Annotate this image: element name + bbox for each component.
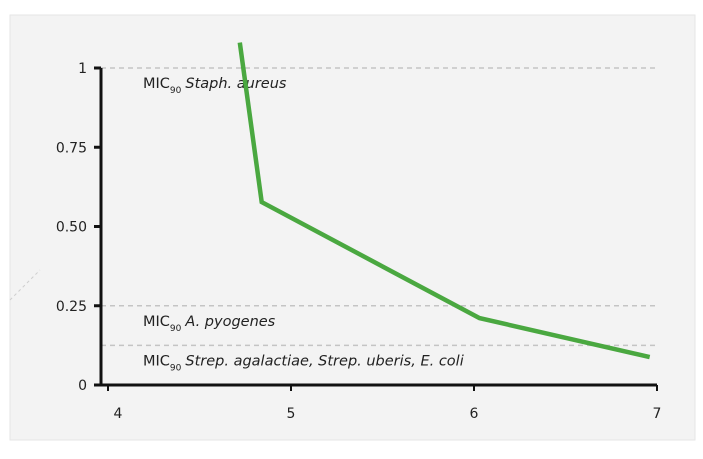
reference-label: MIC90 A. pyogenes: [143, 314, 276, 334]
label-text: MIC: [143, 76, 170, 92]
label-subscript: 90: [170, 363, 182, 373]
x-tick-label: 7: [653, 406, 662, 422]
label-subscript: 90: [170, 324, 182, 334]
data-line: [237, 42, 651, 360]
y-tick-label: 0.75: [56, 140, 87, 156]
label-organism: A. pyogenes: [184, 314, 275, 330]
label-organism: Strep. agalactiae, Strep. uberis, E. col…: [185, 353, 463, 369]
x-tick-label: 5: [287, 406, 296, 422]
label-text: MIC: [143, 314, 170, 330]
y-tick-label: 0.25: [56, 299, 87, 315]
x-tick-label: 6: [470, 406, 479, 422]
label-organism: Staph. aureus: [185, 76, 287, 92]
y-tick-label: 0.50: [56, 220, 87, 236]
decoration: [9, 269, 41, 301]
reference-label: MIC90 Strep. agalactiae, Strep. uberis, E…: [143, 353, 464, 373]
reference-label: MIC90 Staph. aureus: [143, 76, 287, 96]
y-tick-label: 1: [78, 61, 87, 77]
label-text: MIC: [143, 353, 170, 369]
chart-panel: [9, 14, 696, 441]
x-tick-label: 4: [114, 406, 123, 422]
y-tick-label: 0: [78, 378, 87, 394]
label-subscript: 90: [170, 86, 182, 96]
